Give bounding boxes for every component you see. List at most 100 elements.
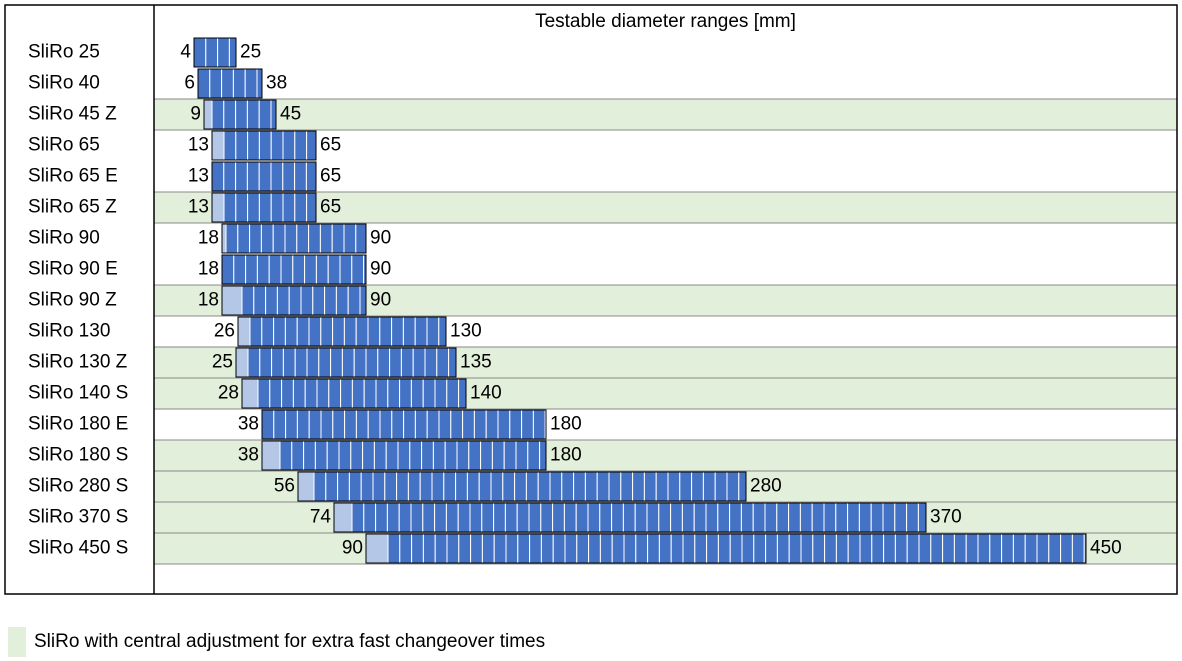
bar-outline <box>261 440 547 471</box>
bar-outline <box>333 502 927 533</box>
legend-text: SliRo with central adjustment for extra … <box>34 631 546 652</box>
bar-segment <box>280 254 294 285</box>
bar-segment <box>691 471 704 502</box>
bar-segment <box>284 316 298 347</box>
bar-segment <box>776 533 790 564</box>
bar-segment <box>481 533 495 564</box>
bar-segment <box>410 378 424 409</box>
bar-segment <box>481 502 495 533</box>
bar-segment <box>223 192 237 223</box>
bar-segment <box>458 533 472 564</box>
bar-segment <box>528 502 542 533</box>
bar-segment <box>337 471 350 502</box>
bar-segment <box>261 409 275 440</box>
bar-segment <box>249 223 262 254</box>
bar-segment <box>332 316 345 347</box>
bar-segment <box>503 440 517 471</box>
max-value-label: 65 <box>320 197 341 218</box>
bar-segment <box>717 533 731 564</box>
bar-segment <box>296 316 310 347</box>
chart-title: Testable diameter ranges [mm] <box>535 11 796 32</box>
bar-segment <box>270 99 277 130</box>
min-value-label: 18 <box>198 228 219 249</box>
bar-segment <box>398 502 412 533</box>
bar-segment <box>505 533 519 564</box>
bar-segment <box>327 254 341 285</box>
bar-segment <box>835 502 849 533</box>
max-value-label: 180 <box>550 414 582 435</box>
bar-segment <box>835 533 849 564</box>
max-value-label: 90 <box>370 290 391 311</box>
bar-outline <box>193 37 237 68</box>
row-label: SliRo 45 Z <box>28 104 117 125</box>
bar-segment <box>436 347 450 378</box>
bar-segment <box>563 502 577 533</box>
bar-segment <box>313 471 327 502</box>
light-bar-segment <box>211 130 225 161</box>
bar-segment <box>977 533 991 564</box>
bar-segment <box>693 502 707 533</box>
bar-segment <box>906 533 920 564</box>
bar-segment <box>256 68 263 99</box>
bar-segment <box>379 409 393 440</box>
bar-segment <box>409 440 423 471</box>
bar-segment <box>434 502 447 533</box>
bar-segment <box>355 316 369 347</box>
bar-segment <box>989 533 1003 564</box>
max-value-label: 135 <box>460 352 492 373</box>
bar-segment <box>221 68 234 99</box>
bar-segment <box>350 440 364 471</box>
light-bar-segment <box>261 440 281 471</box>
bar-segment <box>515 440 529 471</box>
light-bar-segment <box>203 99 213 130</box>
bar-segment <box>599 502 613 533</box>
bar-segment <box>658 502 672 533</box>
bar-segment <box>473 409 487 440</box>
bar-segment <box>367 409 381 440</box>
bar-segment <box>375 378 389 409</box>
bar-segment <box>258 99 272 130</box>
bar-segment <box>300 285 314 316</box>
bar-segment <box>247 130 260 161</box>
bar-segment <box>197 68 211 99</box>
bar-segment <box>303 440 316 471</box>
bar-segment <box>1060 533 1073 564</box>
bar-segment <box>273 409 287 440</box>
row-label: SliRo 40 <box>28 73 100 94</box>
bar-segment <box>466 471 480 502</box>
max-value-label: 45 <box>280 104 301 125</box>
bar-segment <box>259 347 273 378</box>
bar-segment <box>294 192 308 223</box>
bar-segment <box>407 471 421 502</box>
bar-outline <box>211 130 317 161</box>
bar-segment <box>953 533 967 564</box>
bar-segment <box>446 533 460 564</box>
bar-segment <box>539 440 547 471</box>
max-value-label: 65 <box>320 135 341 156</box>
bar-segment <box>552 502 565 533</box>
bar-segment <box>343 223 357 254</box>
bar-segment <box>478 471 492 502</box>
row-label: SliRo 280 S <box>28 476 128 497</box>
light-bar-segment <box>235 347 249 378</box>
bar-segment <box>228 37 237 68</box>
bar-segment <box>1012 533 1026 564</box>
bar-segment <box>575 502 589 533</box>
bar-segment <box>399 533 413 564</box>
bar-segment <box>596 471 610 502</box>
light-bar-segment <box>241 378 259 409</box>
bar-segment <box>326 440 340 471</box>
bar-segment <box>788 502 801 533</box>
bar-segment <box>444 440 458 471</box>
bar-segment <box>549 471 563 502</box>
bar-segment <box>599 533 613 564</box>
bar-segment <box>870 502 884 533</box>
bar-segment <box>458 378 467 409</box>
row-label: SliRo 130 Z <box>28 352 128 373</box>
bar-segment <box>537 471 551 502</box>
bar-segment <box>397 440 411 471</box>
bar-segment <box>391 316 404 347</box>
light-bar-segment <box>221 285 243 316</box>
bar-segment <box>235 192 249 223</box>
bar-segment <box>706 533 719 564</box>
